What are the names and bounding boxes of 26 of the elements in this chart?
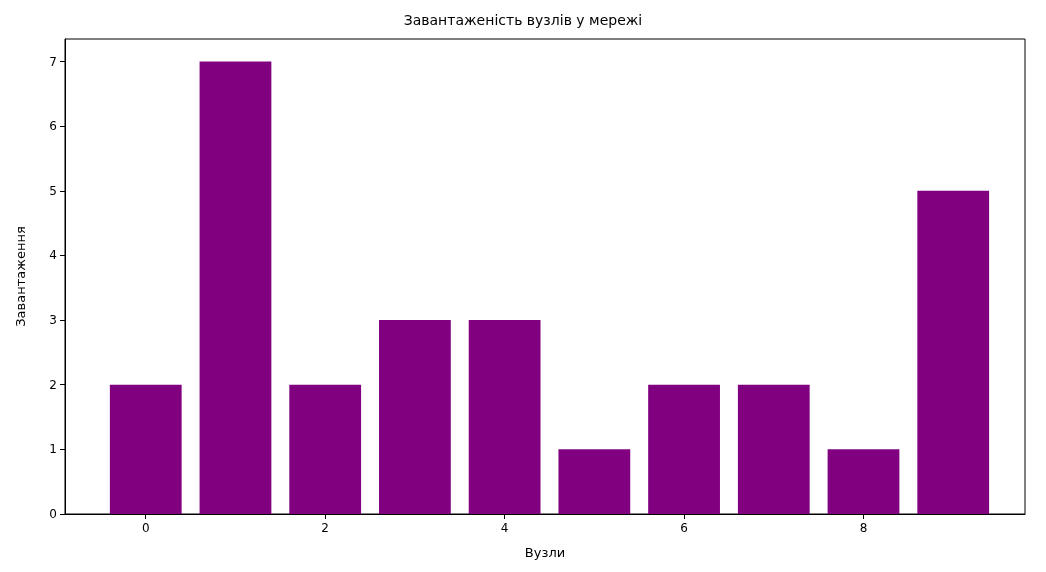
y-tick-label: 1 bbox=[49, 442, 57, 457]
bar bbox=[648, 384, 720, 514]
y-axis-title: Завантаження bbox=[13, 226, 28, 327]
y-tick-label: 4 bbox=[49, 248, 57, 263]
y-tick-label: 7 bbox=[49, 54, 57, 69]
y-tick-label: 3 bbox=[49, 313, 57, 328]
x-tick-label: 4 bbox=[500, 521, 509, 535]
y-tick-label: 0 bbox=[49, 507, 57, 521]
x-tick-label: 2 bbox=[321, 521, 330, 535]
chart-title: Завантаженість вузлів у мережі bbox=[403, 12, 643, 28]
bar bbox=[468, 320, 541, 514]
bar bbox=[827, 449, 900, 514]
x-tick-label: 6 bbox=[680, 521, 688, 535]
bar bbox=[289, 384, 362, 514]
y-tick-label: 2 bbox=[49, 377, 57, 392]
x-tick-label: 0 bbox=[141, 521, 150, 535]
x-tick-label: 8 bbox=[859, 521, 868, 535]
bar bbox=[737, 384, 810, 514]
x-axis-title: Вузли bbox=[524, 545, 566, 560]
y-tick-label: 5 bbox=[49, 183, 57, 198]
bar bbox=[558, 449, 631, 514]
bar bbox=[109, 384, 182, 514]
bar bbox=[199, 61, 272, 514]
y-tick-label: 6 bbox=[49, 119, 57, 134]
bar bbox=[917, 190, 990, 514]
bar bbox=[379, 320, 451, 514]
